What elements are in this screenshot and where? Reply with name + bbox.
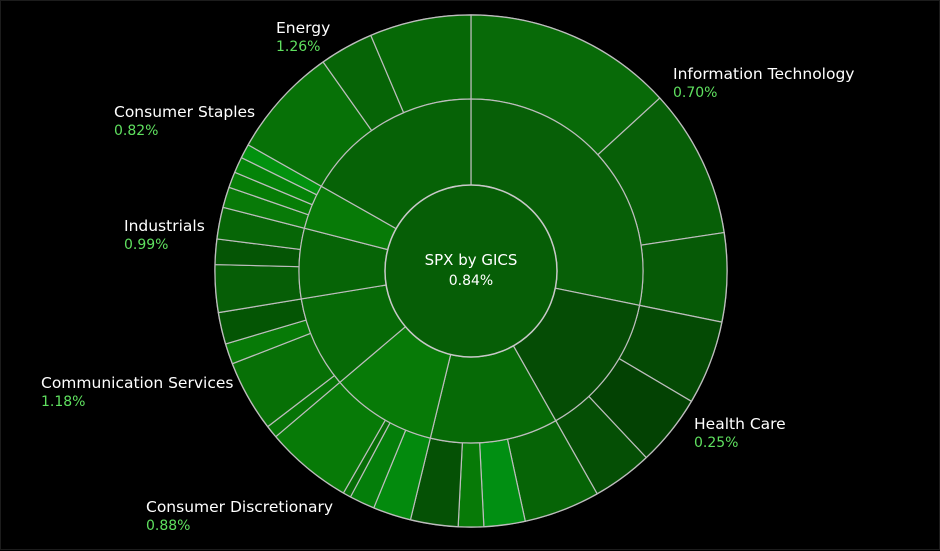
sector-label-consumer-discretionary: Consumer Discretionary xyxy=(146,498,333,516)
sector-change-consumer-staples: 0.82% xyxy=(114,123,158,139)
sector-change-information-technology: 0.70% xyxy=(673,85,717,101)
sector-labels: Information Technology 0.70% Health Care 0.… xyxy=(41,19,854,534)
sector-change-industrials: 0.99% xyxy=(124,237,168,253)
sector-change-consumer-discretionary: 0.88% xyxy=(146,518,190,534)
middle-ring xyxy=(298,98,644,444)
sector-label-consumer-staples: Consumer Staples xyxy=(114,103,255,121)
center-title: SPX by GICS xyxy=(425,251,518,269)
sector-label-communication-services: Communication Services xyxy=(41,374,233,392)
sector-change-health-care: 0.25% xyxy=(694,435,738,451)
sector-change-communication-services: 1.18% xyxy=(41,394,85,410)
sector-label-industrials: Industrials xyxy=(124,217,205,235)
outer-ring xyxy=(214,14,728,528)
center-disc xyxy=(384,184,558,358)
sector-change-energy: 1.26% xyxy=(276,39,320,55)
sector-label-energy: Energy xyxy=(276,19,330,37)
center-value: 0.84% xyxy=(449,273,493,289)
sector-label-health-care: Health Care xyxy=(694,415,786,433)
sector-label-information-technology: Information Technology xyxy=(673,65,854,83)
